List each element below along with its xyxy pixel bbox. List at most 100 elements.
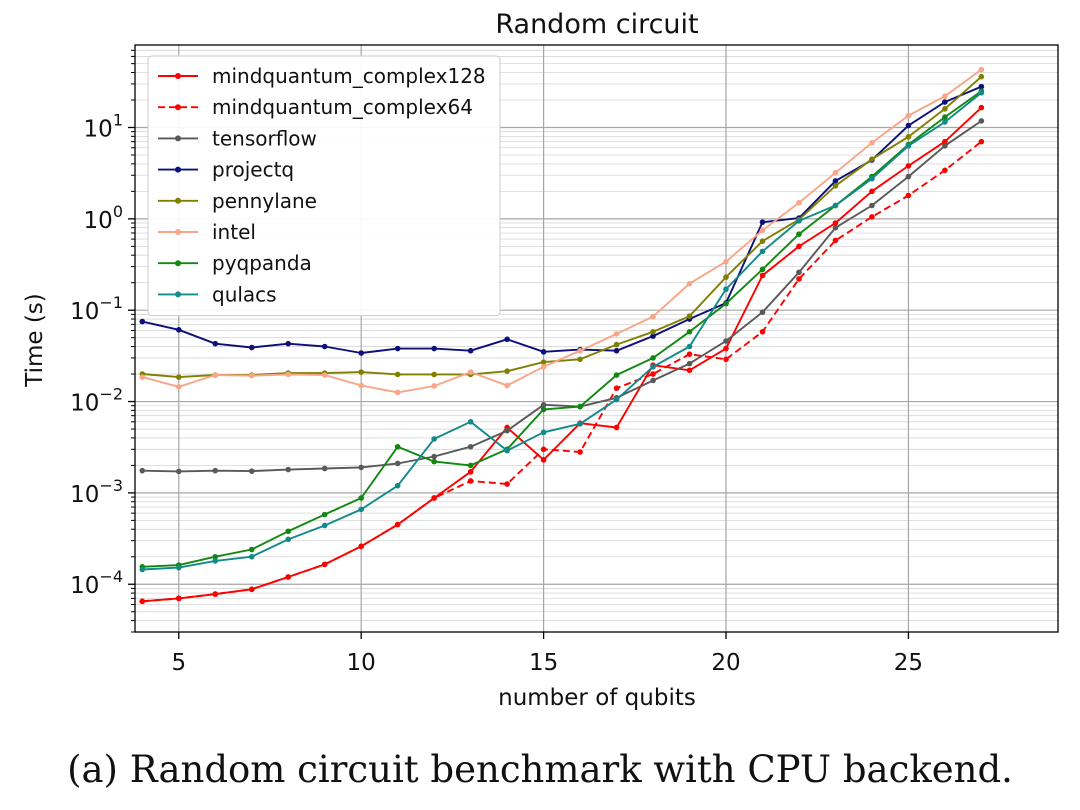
- legend-label: projectq: [212, 158, 294, 182]
- data-point: [869, 214, 875, 220]
- data-point: [942, 99, 948, 105]
- x-tick-label: 15: [529, 650, 558, 676]
- data-point: [686, 343, 693, 350]
- data-point: [394, 521, 401, 528]
- x-tick-label: 20: [711, 650, 740, 676]
- x-axis: 5 10 15 20 25: [171, 632, 923, 676]
- data-point: [978, 89, 985, 96]
- data-point: [577, 347, 583, 354]
- plot-area-frame: [134, 44, 1059, 633]
- legend-label: tensorflow: [212, 126, 317, 150]
- data-point: [832, 220, 839, 226]
- data-point: [321, 372, 328, 378]
- legend-marker: [175, 229, 181, 235]
- data-point: [905, 192, 912, 199]
- data-point: [321, 343, 328, 350]
- data-point: [139, 374, 146, 380]
- data-point: [686, 280, 693, 287]
- data-point: [905, 173, 912, 180]
- data-point: [942, 167, 948, 174]
- data-point: [431, 436, 437, 442]
- data-point: [139, 467, 146, 474]
- series-qulacs: [139, 89, 985, 573]
- legend-box: [147, 55, 501, 317]
- data-point: [686, 360, 693, 367]
- data-point: [504, 336, 510, 343]
- data-point: [650, 371, 656, 377]
- data-point: [650, 313, 656, 320]
- data-point: [431, 458, 437, 465]
- data-point: [467, 369, 474, 375]
- data-point: [540, 446, 547, 453]
- data-point: [285, 466, 292, 473]
- data-point: [650, 355, 656, 361]
- data-point: [978, 118, 985, 124]
- data-point: [358, 369, 364, 375]
- data-point: [796, 199, 802, 206]
- data-point: [869, 202, 875, 209]
- data-point: [175, 327, 182, 333]
- legend-marker: [175, 197, 181, 204]
- data-point: [613, 331, 620, 337]
- data-point: [504, 368, 510, 374]
- series-pennylane: [139, 73, 985, 380]
- data-point: [905, 112, 912, 119]
- y-tick-label: 10−3: [70, 476, 123, 508]
- legend-marker: [175, 104, 181, 111]
- data-point: [942, 106, 948, 112]
- data-point: [577, 421, 583, 427]
- data-point: [139, 598, 146, 605]
- series-line: [142, 106, 983, 603]
- data-point: [394, 443, 401, 450]
- data-point: [504, 382, 510, 389]
- data-point: [504, 427, 510, 434]
- legend-marker: [175, 260, 181, 267]
- data-point: [431, 371, 437, 378]
- series-line: [142, 140, 982, 603]
- data-point: [832, 169, 839, 176]
- data-point: [978, 138, 985, 145]
- data-point: [285, 536, 292, 543]
- data-point: [832, 183, 839, 189]
- data-point: [796, 276, 802, 282]
- data-point: [942, 143, 948, 149]
- data-point: [139, 318, 146, 325]
- data-point: [759, 248, 766, 255]
- data-point: [321, 522, 328, 529]
- data-point: [613, 372, 620, 378]
- y-tick-label: 10−4: [70, 567, 123, 599]
- series-tensorflow: [139, 118, 985, 475]
- data-point: [467, 443, 474, 450]
- data-point: [796, 269, 802, 276]
- data-point: [978, 104, 985, 111]
- data-point: [175, 595, 182, 602]
- data-point: [248, 546, 255, 553]
- data-point: [321, 511, 328, 518]
- data-point: [358, 495, 364, 501]
- data-point: [358, 506, 364, 513]
- y-tick-label: 100: [84, 202, 123, 234]
- data-point: [467, 419, 474, 425]
- data-point: [431, 495, 437, 501]
- data-point: [613, 424, 620, 431]
- data-point: [212, 340, 219, 347]
- x-tick-label: 5: [171, 650, 186, 676]
- data-point: [723, 338, 729, 344]
- data-point: [905, 134, 912, 140]
- y-tick-label: 10−2: [70, 385, 123, 417]
- x-axis-label: number of qubits: [498, 685, 696, 711]
- data-point: [723, 258, 729, 265]
- data-point: [759, 329, 766, 335]
- data-point: [394, 389, 401, 396]
- data-point: [686, 329, 693, 335]
- data-point: [905, 122, 912, 129]
- data-point: [394, 371, 401, 378]
- data-point: [248, 553, 255, 560]
- legend-label: pyqpanda: [212, 251, 312, 275]
- data-point: [905, 163, 912, 169]
- x-tick-label: 10: [347, 650, 376, 676]
- data-point: [759, 238, 766, 244]
- data-point: [540, 349, 547, 355]
- data-point: [942, 93, 948, 100]
- data-point: [358, 543, 364, 550]
